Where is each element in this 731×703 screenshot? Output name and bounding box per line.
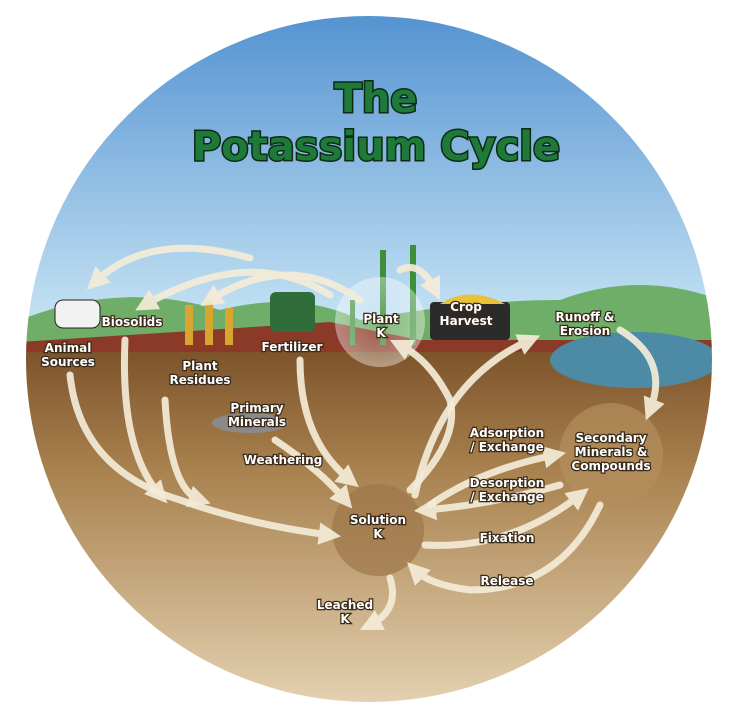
label-line: Desorption bbox=[470, 476, 545, 490]
label-line: Release bbox=[480, 574, 533, 588]
node-label: Plant K bbox=[363, 312, 399, 340]
node-label: Solution K bbox=[350, 513, 406, 541]
cow bbox=[54, 299, 101, 329]
pond bbox=[550, 332, 713, 388]
rock bbox=[212, 413, 288, 433]
label-line: Primary bbox=[230, 401, 283, 415]
frame bbox=[24, 14, 714, 703]
secondary-bubble bbox=[559, 403, 663, 507]
label-line: Sources bbox=[41, 355, 95, 369]
label-line: Crop bbox=[450, 300, 482, 314]
node-label: Primary Minerals bbox=[228, 401, 286, 429]
grain bbox=[440, 294, 505, 304]
truck bbox=[430, 302, 510, 340]
label-line: Fixation bbox=[480, 531, 535, 545]
label-line: Residues bbox=[169, 373, 230, 387]
label-line: Secondary bbox=[575, 431, 646, 445]
label-line: / Exchange bbox=[470, 490, 544, 504]
label-line: Plant bbox=[363, 312, 399, 326]
node-label: Weathering bbox=[244, 453, 323, 467]
label-line: Biosolids bbox=[102, 315, 163, 329]
node-label: Runoff & Erosion bbox=[556, 310, 615, 338]
tractor bbox=[270, 292, 315, 332]
label-line: Minerals & bbox=[575, 445, 648, 459]
label-line: K bbox=[373, 527, 383, 541]
title-line: Potassium Cycle bbox=[192, 124, 560, 170]
label-line: / Exchange bbox=[470, 440, 544, 454]
node-label: Adsorption / Exchange bbox=[470, 426, 544, 454]
label-line: Adsorption bbox=[470, 426, 544, 440]
node-label: Plant Residues bbox=[169, 359, 230, 387]
label-line: Solution bbox=[350, 513, 406, 527]
label-line: K bbox=[376, 326, 386, 340]
node-label: Crop Harvest bbox=[440, 300, 493, 328]
node-label: Biosolids bbox=[102, 315, 163, 329]
node-label: Fertilizer bbox=[262, 340, 323, 354]
arrows bbox=[66, 244, 665, 631]
label-line: Plant bbox=[182, 359, 218, 373]
label-line: Leached bbox=[317, 598, 373, 612]
node-label: Leached K bbox=[317, 598, 373, 626]
label-line: Compounds bbox=[571, 459, 650, 473]
node-label: Desorption / Exchange bbox=[470, 476, 545, 504]
label-line: Animal bbox=[45, 341, 92, 355]
label-line: Harvest bbox=[440, 314, 493, 328]
node-label: Release bbox=[480, 574, 533, 588]
node-label: Animal Sources bbox=[41, 341, 95, 369]
solution-bubble bbox=[332, 484, 424, 576]
label-line: K bbox=[340, 612, 350, 626]
node-label: Fixation bbox=[480, 531, 535, 545]
title-line: The bbox=[335, 76, 418, 122]
label-line: Minerals bbox=[228, 415, 286, 429]
residues bbox=[185, 300, 233, 345]
label-line: Erosion bbox=[560, 324, 610, 338]
label-line: Weathering bbox=[244, 453, 323, 467]
node-label: Secondary Minerals & Compounds bbox=[571, 431, 650, 473]
label-line: Fertilizer bbox=[262, 340, 323, 354]
label-line: Runoff & bbox=[556, 310, 615, 324]
